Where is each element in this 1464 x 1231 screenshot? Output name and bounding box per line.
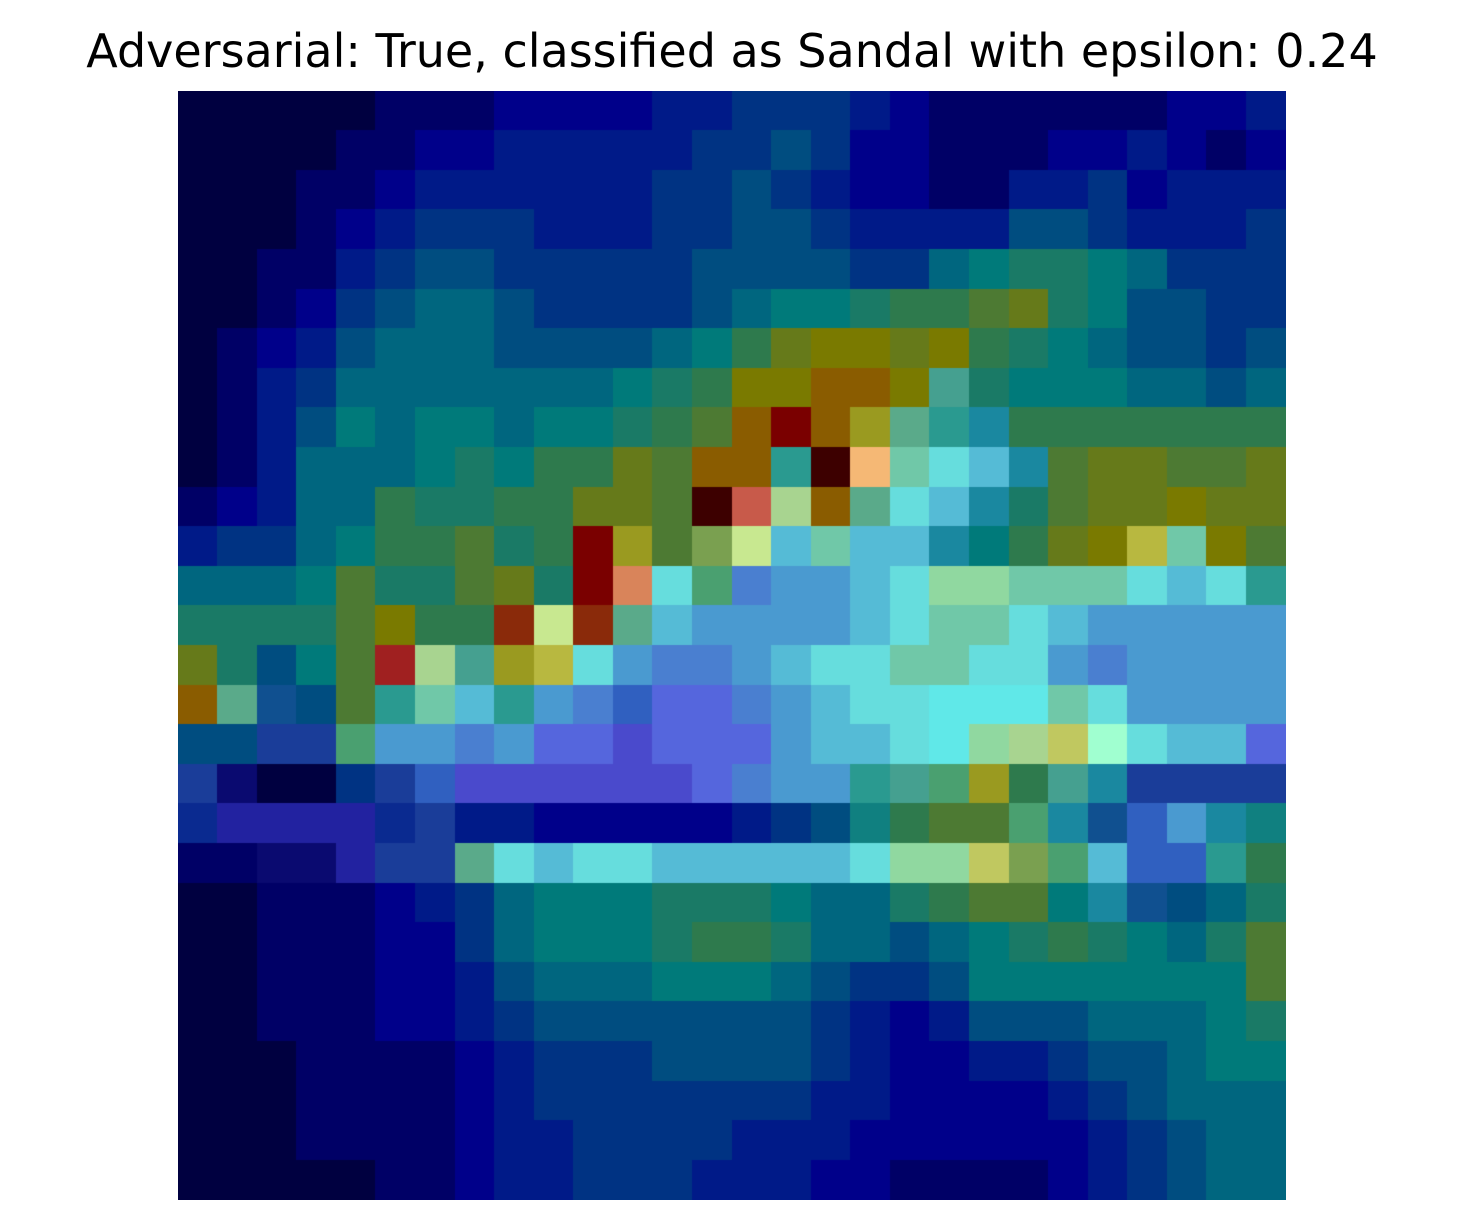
figure-title: Adversarial: True, classified as Sandal …	[86, 24, 1378, 78]
heatmap-image	[178, 91, 1286, 1200]
